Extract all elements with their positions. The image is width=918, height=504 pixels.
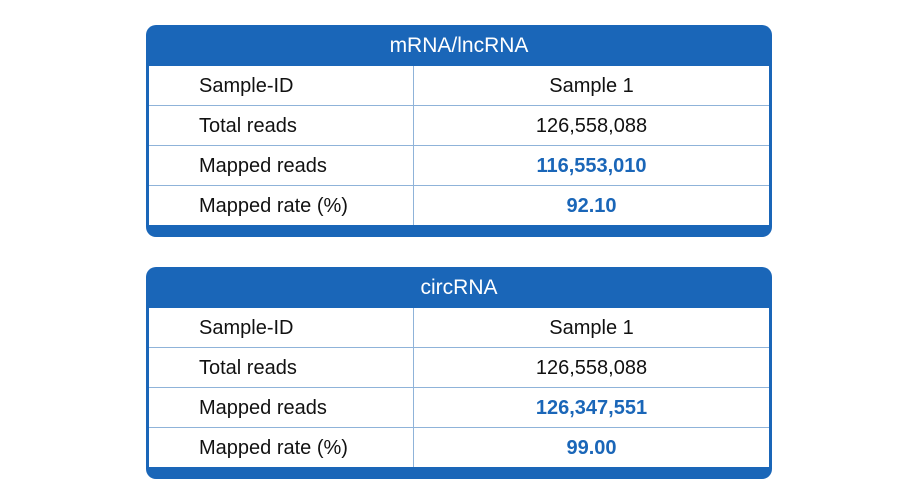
row-value-highlighted: 92.10 — [566, 195, 617, 217]
row-label: Mapped reads — [149, 146, 414, 185]
table-body: Sample-ID Sample 1 Total reads 126,558,0… — [149, 66, 769, 225]
mrna-lncrna-table: mRNA/lncRNA Sample-ID Sample 1 Total rea… — [146, 25, 772, 237]
row-label: Mapped rate (%) — [149, 428, 414, 467]
row-label: Mapped rate (%) — [149, 186, 414, 225]
table-row: Mapped reads 116,553,010 — [149, 146, 769, 186]
table-title: mRNA/lncRNA — [389, 34, 529, 57]
row-value: Sample 1 — [549, 75, 634, 97]
table-body: Sample-ID Sample 1 Total reads 126,558,0… — [149, 308, 769, 467]
table-row: Mapped reads 126,347,551 — [149, 388, 769, 428]
table-row: Mapped rate (%) 92.10 — [149, 186, 769, 225]
row-value: 126,558,088 — [535, 357, 648, 379]
circrna-table: circRNA Sample-ID Sample 1 Total reads 1… — [146, 267, 772, 479]
table-row: Mapped rate (%) 99.00 — [149, 428, 769, 467]
row-label: Sample-ID — [149, 66, 414, 105]
row-value-highlighted: 126,347,551 — [535, 397, 648, 419]
table-row: Total reads 126,558,088 — [149, 348, 769, 388]
row-label: Total reads — [149, 348, 414, 387]
row-value-highlighted: 99.00 — [566, 437, 617, 459]
row-label: Mapped reads — [149, 388, 414, 427]
table-title: circRNA — [420, 276, 498, 299]
table-row: Sample-ID Sample 1 — [149, 66, 769, 106]
table-row: Sample-ID Sample 1 — [149, 308, 769, 348]
row-value: 126,558,088 — [535, 115, 648, 137]
row-label: Sample-ID — [149, 308, 414, 347]
table-row: Total reads 126,558,088 — [149, 106, 769, 146]
row-value: Sample 1 — [549, 317, 634, 339]
row-label: Total reads — [149, 106, 414, 145]
row-value-highlighted: 116,553,010 — [536, 155, 647, 177]
